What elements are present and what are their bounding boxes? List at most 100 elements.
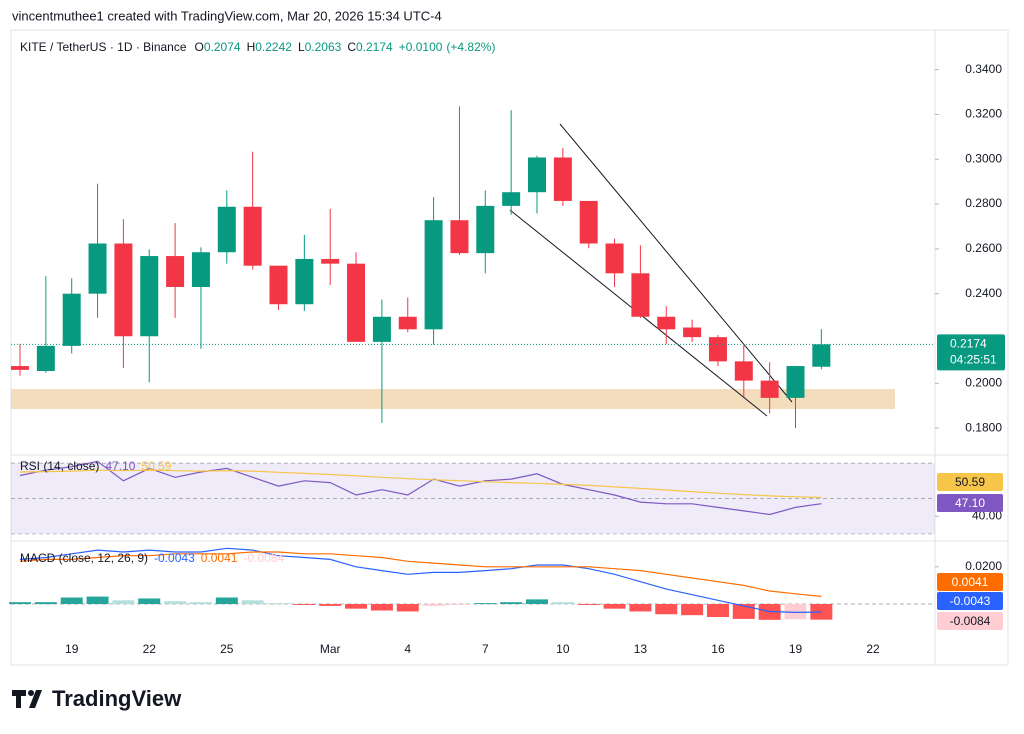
candle-body xyxy=(734,361,753,381)
legend-text: 0.2063 xyxy=(305,40,342,54)
x-tick-label: 25 xyxy=(220,642,234,656)
histogram-bar xyxy=(500,602,523,605)
histogram-bar xyxy=(345,604,368,609)
legend-text: +0.0100 xyxy=(399,40,443,54)
x-tick-label: 4 xyxy=(404,642,411,656)
histogram-bar xyxy=(448,604,471,605)
candle-body xyxy=(321,258,340,264)
y-tick-label: 0.3400 xyxy=(965,62,1002,76)
histogram-bar xyxy=(474,603,497,605)
legend-text: KITE / TetherUS · 1D · Binance xyxy=(20,40,187,54)
chart-frame xyxy=(10,29,1009,666)
logo xyxy=(12,690,42,708)
candle-body xyxy=(295,258,314,305)
histogram-bar xyxy=(370,604,393,611)
x-tick-label: 19 xyxy=(65,642,79,656)
candle-body xyxy=(657,316,676,330)
symbol-legend: KITE / TetherUS · 1D · Binance O0.2074 H0.… xyxy=(20,40,495,54)
candle-body xyxy=(812,344,831,367)
y-tick-label: 0.2000 xyxy=(965,375,1002,389)
histogram-bar xyxy=(629,604,652,612)
candle-body xyxy=(502,192,521,206)
last-price: 0.2174 xyxy=(950,336,987,350)
legend-text: 0.2242 xyxy=(255,40,292,54)
candle-body xyxy=(683,327,702,338)
legend-text: O xyxy=(195,40,204,54)
histogram-bar xyxy=(526,599,548,605)
histogram-bar xyxy=(603,604,626,609)
histogram-bar xyxy=(60,597,83,605)
histogram-bar xyxy=(241,600,264,605)
candle-body xyxy=(243,206,262,266)
y-tick-label: 0.1800 xyxy=(965,420,1002,434)
x-tick-label: 19 xyxy=(789,642,803,656)
candle-body xyxy=(605,243,624,274)
countdown: 04:25:51 xyxy=(950,352,997,366)
indicator-line xyxy=(19,547,822,614)
x-tick-label: 13 xyxy=(634,642,648,656)
value-tag-box xyxy=(937,473,1003,491)
histogram-bar xyxy=(551,602,574,605)
candle-body xyxy=(528,157,546,193)
candle-body xyxy=(450,220,469,254)
candle-body xyxy=(398,316,417,330)
candle-body xyxy=(140,256,159,337)
legend-text: (+4.82%) xyxy=(446,40,495,54)
histogram-bar xyxy=(189,602,212,605)
value-tag-box xyxy=(937,573,1003,591)
x-tick-label: 22 xyxy=(866,642,880,656)
histogram-bar xyxy=(396,604,419,612)
legend-text: RSI (14, close) xyxy=(20,459,99,473)
x-tick-label: 22 xyxy=(143,642,157,656)
histogram-bar xyxy=(706,604,729,618)
histogram-bar xyxy=(577,604,600,605)
candle-body xyxy=(62,293,81,346)
candle-body xyxy=(166,256,185,287)
histogram-bar xyxy=(784,604,807,620)
y-tick-label: 0.3000 xyxy=(965,151,1002,165)
logo-mark xyxy=(12,690,26,708)
candle-body xyxy=(760,380,779,398)
legend-value: 0.0041 xyxy=(201,551,238,565)
indicator-legend: RSI (14, close) 47.10 50.59 xyxy=(20,459,172,473)
y-tick-label: 0.2800 xyxy=(965,196,1002,210)
y-tick-label: 0.3200 xyxy=(965,107,1002,121)
histogram-bar xyxy=(112,600,135,605)
indicator-legend: MACD (close, 12, 26, 9) -0.0043 0.0041 -0.0… xyxy=(20,551,284,565)
logo-mark xyxy=(29,690,42,708)
legend-value: 50.59 xyxy=(141,459,171,473)
indicator-line xyxy=(19,469,822,499)
histogram-bar xyxy=(9,602,31,605)
candle-body xyxy=(191,252,210,287)
histogram-bar xyxy=(267,603,290,605)
candle-body xyxy=(347,263,366,342)
candle-body xyxy=(631,273,650,317)
x-tick-label: 7 xyxy=(482,642,489,656)
candle-body xyxy=(217,206,236,253)
indicator-line xyxy=(19,551,822,597)
histogram-bar xyxy=(422,604,445,606)
trend-line xyxy=(559,123,793,403)
histogram-bar xyxy=(164,601,187,605)
candle-body xyxy=(372,316,391,342)
legend-text: 0.2074 xyxy=(204,40,241,54)
candle-body xyxy=(424,220,443,330)
legend-value: -0.0043 xyxy=(154,551,195,565)
value-tag: 50.59 xyxy=(955,475,985,489)
y-tick-label: 0.2600 xyxy=(965,241,1002,255)
histogram-bar xyxy=(655,604,678,615)
legend-value: -0.0084 xyxy=(243,551,284,565)
histogram-bar xyxy=(215,597,238,605)
histogram-bar xyxy=(34,602,57,605)
legend-text: C xyxy=(347,40,356,54)
value-tag: -0.0084 xyxy=(950,614,991,628)
legend-text: H xyxy=(247,40,256,54)
logo-mark xyxy=(28,690,34,696)
support-zone xyxy=(11,389,895,409)
legend-text: 0.2174 xyxy=(356,40,393,54)
header: vincentmuthee1 created with TradingView.… xyxy=(12,8,442,23)
candle-body xyxy=(553,157,572,201)
candle-body xyxy=(786,366,805,398)
